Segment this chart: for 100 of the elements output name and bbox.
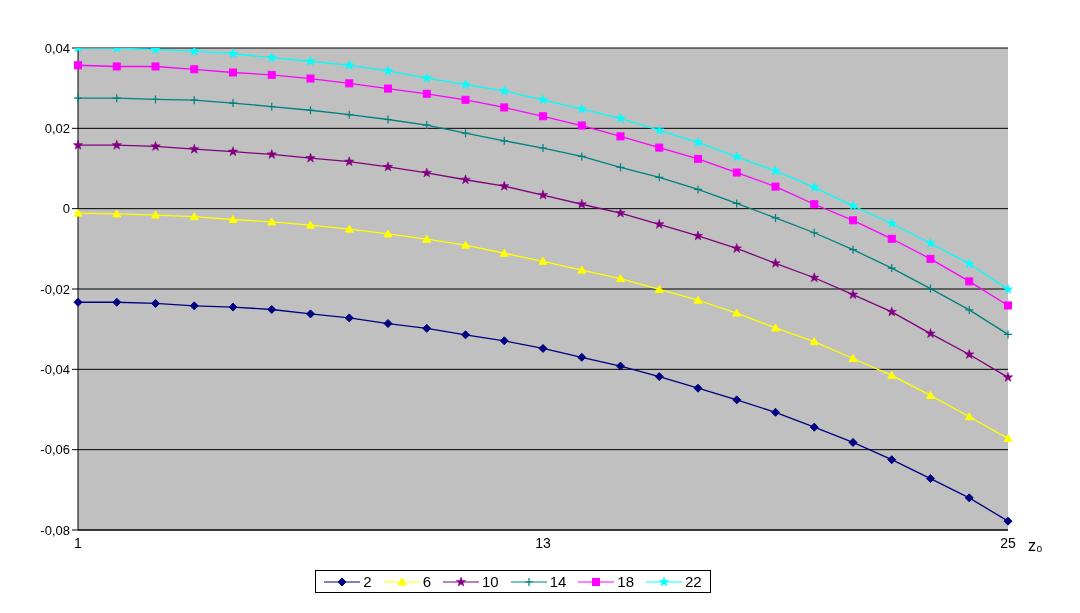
point	[267, 217, 277, 226]
point	[305, 152, 316, 163]
point	[112, 62, 121, 71]
point	[654, 219, 665, 229]
point	[461, 330, 470, 340]
point	[151, 62, 160, 71]
point	[692, 137, 704, 147]
point	[267, 70, 276, 79]
point	[460, 79, 471, 89]
point	[732, 308, 742, 317]
point	[72, 139, 84, 150]
legend-label: 18	[617, 573, 635, 590]
point	[694, 154, 702, 163]
point	[887, 455, 897, 465]
point	[732, 395, 742, 405]
point	[771, 323, 780, 332]
x-tick-label: 13	[535, 534, 551, 551]
point	[538, 256, 548, 265]
legend-label: 10	[481, 573, 499, 590]
y-tick-label: 0,02	[44, 120, 70, 136]
point	[964, 305, 974, 315]
point	[111, 139, 122, 150]
point	[576, 199, 587, 209]
point	[189, 48, 200, 56]
point	[422, 234, 432, 243]
point	[654, 284, 664, 293]
point	[615, 113, 626, 123]
point	[539, 112, 547, 121]
point	[422, 323, 432, 333]
point	[926, 474, 935, 484]
point	[384, 84, 392, 93]
x-axis-title: z₀	[1028, 536, 1043, 554]
point	[693, 184, 703, 194]
point	[693, 383, 703, 393]
point	[1002, 284, 1014, 294]
point	[383, 229, 393, 238]
point	[189, 143, 200, 154]
point	[809, 337, 819, 346]
point	[228, 215, 238, 224]
y-tick-label: -0,06	[40, 442, 70, 458]
point	[847, 200, 859, 211]
point	[925, 237, 936, 248]
point	[887, 234, 896, 243]
point	[345, 79, 354, 88]
point	[848, 353, 858, 362]
point	[228, 302, 238, 312]
point	[809, 272, 820, 283]
point	[809, 422, 819, 432]
point	[422, 89, 431, 98]
point	[615, 207, 626, 218]
point	[1003, 516, 1013, 526]
point	[964, 493, 974, 503]
point	[267, 304, 277, 314]
point	[189, 301, 199, 311]
y-tick-label: -0,04	[40, 361, 70, 377]
point	[848, 245, 858, 255]
point	[1003, 433, 1013, 442]
point	[461, 95, 470, 104]
legend-label: 2	[363, 573, 372, 590]
x-tick-label: 25	[1000, 534, 1016, 551]
point	[693, 295, 703, 304]
point	[151, 210, 160, 219]
point	[73, 297, 83, 307]
point	[383, 319, 393, 329]
point	[849, 216, 857, 225]
point	[577, 352, 587, 362]
point	[1002, 372, 1014, 382]
point	[616, 274, 625, 283]
point	[306, 74, 315, 83]
point	[925, 328, 936, 338]
point	[770, 258, 781, 268]
point	[499, 248, 509, 257]
point	[305, 56, 316, 66]
point	[460, 174, 471, 185]
legend-label: 6	[422, 573, 431, 590]
point	[1004, 301, 1012, 310]
point	[151, 298, 160, 308]
point	[848, 437, 858, 447]
point	[227, 48, 239, 58]
point	[771, 182, 780, 191]
point	[731, 243, 742, 253]
point	[499, 180, 510, 191]
point	[731, 151, 742, 162]
point	[461, 240, 470, 249]
point	[382, 65, 394, 76]
point	[770, 213, 781, 223]
legend-label: 22	[685, 573, 702, 590]
point	[73, 93, 83, 103]
point	[266, 149, 277, 159]
point	[616, 132, 625, 141]
point	[577, 121, 586, 130]
point	[655, 143, 664, 152]
point	[965, 277, 974, 286]
point	[228, 98, 238, 108]
point	[732, 168, 741, 177]
point	[112, 209, 122, 218]
point	[344, 60, 355, 70]
y-tick-label: 0	[62, 201, 70, 217]
legend-label: 14	[549, 573, 567, 590]
point	[537, 189, 549, 200]
